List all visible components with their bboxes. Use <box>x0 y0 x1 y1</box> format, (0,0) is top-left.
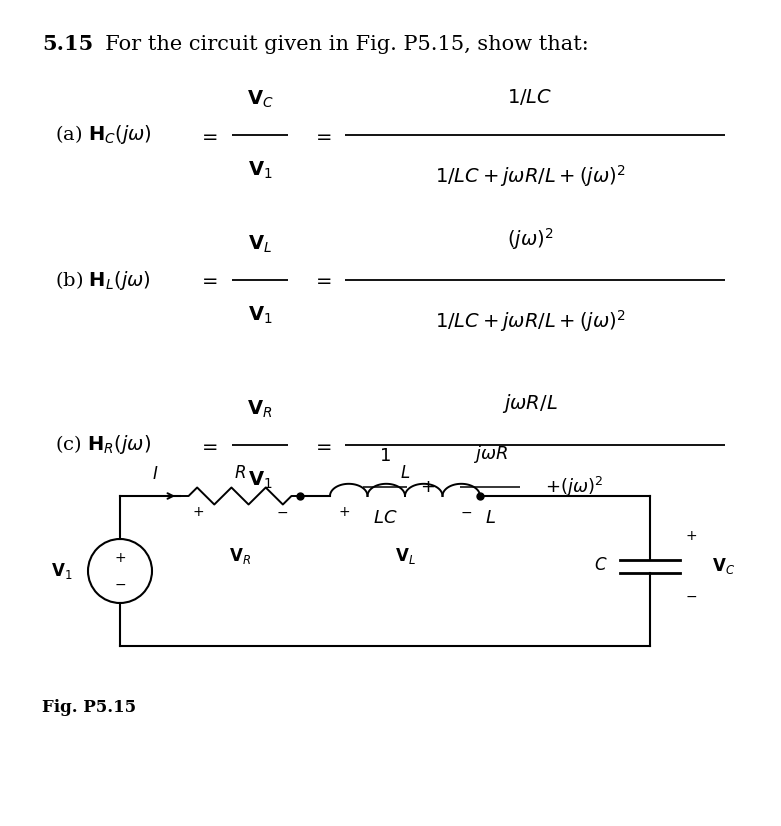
Text: $=$: $=$ <box>312 435 332 454</box>
Text: $L$: $L$ <box>484 509 495 527</box>
Text: $=$: $=$ <box>312 126 332 145</box>
Text: $+$: $+$ <box>192 505 204 519</box>
Text: $=$: $=$ <box>198 126 218 145</box>
Text: $C$: $C$ <box>594 558 608 575</box>
Text: $1/LC + j\omega R/L + (j\omega)^2$: $1/LC + j\omega R/L + (j\omega)^2$ <box>435 163 626 189</box>
Text: $+$: $+$ <box>420 478 436 496</box>
Text: $\mathbf{V}_R$: $\mathbf{V}_R$ <box>248 399 273 420</box>
Text: $1$: $1$ <box>379 447 390 465</box>
Text: $-$: $-$ <box>114 577 126 591</box>
Text: $1/LC + j\omega R/L + (j\omega)^2$: $1/LC + j\omega R/L + (j\omega)^2$ <box>435 308 626 334</box>
Text: $I$: $I$ <box>152 466 159 483</box>
Text: $LC$: $LC$ <box>373 509 398 527</box>
Text: $=$: $=$ <box>198 435 218 454</box>
Text: $+$: $+$ <box>338 505 350 519</box>
Text: $\mathbf{V}_1$: $\mathbf{V}_1$ <box>51 561 72 581</box>
Text: $(j\omega)^2$: $(j\omega)^2$ <box>507 226 553 252</box>
Text: $-$: $-$ <box>276 505 288 519</box>
Text: For the circuit given in Fig. P5.15, show that:: For the circuit given in Fig. P5.15, sho… <box>92 35 589 54</box>
Text: $\mathbf{V}_L$: $\mathbf{V}_L$ <box>394 546 415 566</box>
Text: Fig. P5.15: Fig. P5.15 <box>42 700 136 716</box>
Text: $\mathbf{V}_1$: $\mathbf{V}_1$ <box>248 160 273 181</box>
Text: 5.15: 5.15 <box>42 34 93 54</box>
Text: $+$: $+$ <box>685 529 697 543</box>
Text: $j\omega R$: $j\omega R$ <box>473 443 508 465</box>
Text: $\mathbf{V}_1$: $\mathbf{V}_1$ <box>248 470 273 491</box>
Text: $\mathbf{V}_L$: $\mathbf{V}_L$ <box>248 234 272 255</box>
Text: $=$: $=$ <box>312 270 332 289</box>
Text: $\mathbf{V}_R$: $\mathbf{V}_R$ <box>229 546 251 566</box>
Text: $=$: $=$ <box>198 270 218 289</box>
Text: $\mathbf{V}_1$: $\mathbf{V}_1$ <box>248 305 273 326</box>
Text: $j\omega R/L$: $j\omega R/L$ <box>502 392 558 415</box>
Text: $1/LC$: $1/LC$ <box>508 87 553 107</box>
Text: $R$: $R$ <box>234 465 246 482</box>
Text: $L$: $L$ <box>400 465 410 482</box>
Text: $+ (j\omega)^2$: $+ (j\omega)^2$ <box>545 475 603 499</box>
Text: $\mathbf{V}_C$: $\mathbf{V}_C$ <box>247 88 273 110</box>
Text: (c) $\mathbf{H}_R(j\omega)$: (c) $\mathbf{H}_R(j\omega)$ <box>55 434 152 457</box>
Text: $-$: $-$ <box>685 589 697 603</box>
Text: $-$: $-$ <box>460 505 472 519</box>
Text: (a) $\mathbf{H}_C(j\omega)$: (a) $\mathbf{H}_C(j\omega)$ <box>55 124 152 146</box>
Text: $\mathbf{V}_C$: $\mathbf{V}_C$ <box>712 556 735 576</box>
Text: (b) $\mathbf{H}_L(j\omega)$: (b) $\mathbf{H}_L(j\omega)$ <box>55 268 151 292</box>
Text: $+$: $+$ <box>114 551 126 565</box>
